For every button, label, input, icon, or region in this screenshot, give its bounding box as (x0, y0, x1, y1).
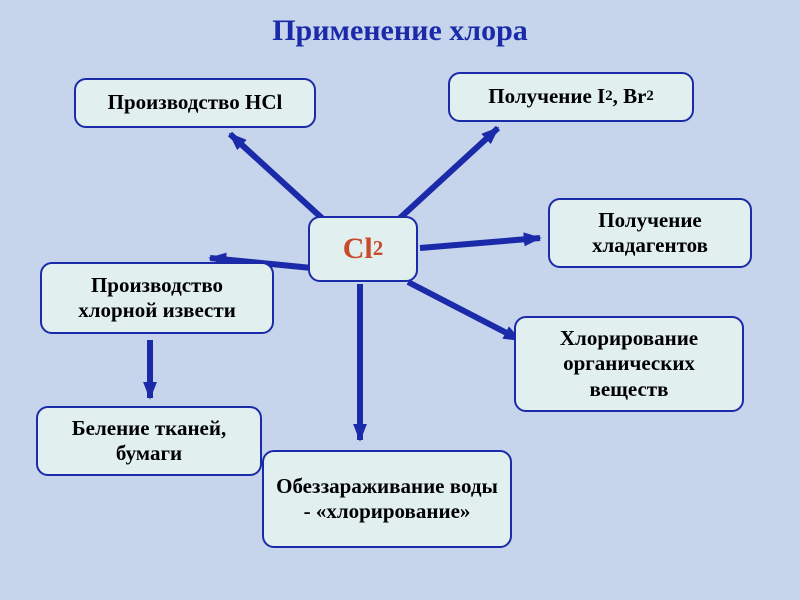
arrow-4 (408, 282, 520, 340)
diagram-canvas: Применение хлора Cl2 Производство HCl Полу… (0, 0, 800, 600)
node-cl2: Cl2 (308, 216, 418, 282)
node-water: Обеззараживание воды - «хлорирование» (262, 450, 512, 548)
diagram-title: Применение хлора (0, 14, 800, 48)
arrow-2 (420, 238, 540, 248)
node-bleach: Беление тканей, бумаги (36, 406, 262, 476)
node-i2br2: Получение I2, Br2 (448, 72, 694, 122)
node-hcl: Производство HCl (74, 78, 316, 128)
node-organic: Хлорирование органических веществ (514, 316, 744, 412)
arrow-0 (230, 134, 324, 220)
arrow-1 (400, 128, 498, 218)
node-refrig: Получение хладагентов (548, 198, 752, 268)
node-lime: Производство хлорной извести (40, 262, 274, 334)
